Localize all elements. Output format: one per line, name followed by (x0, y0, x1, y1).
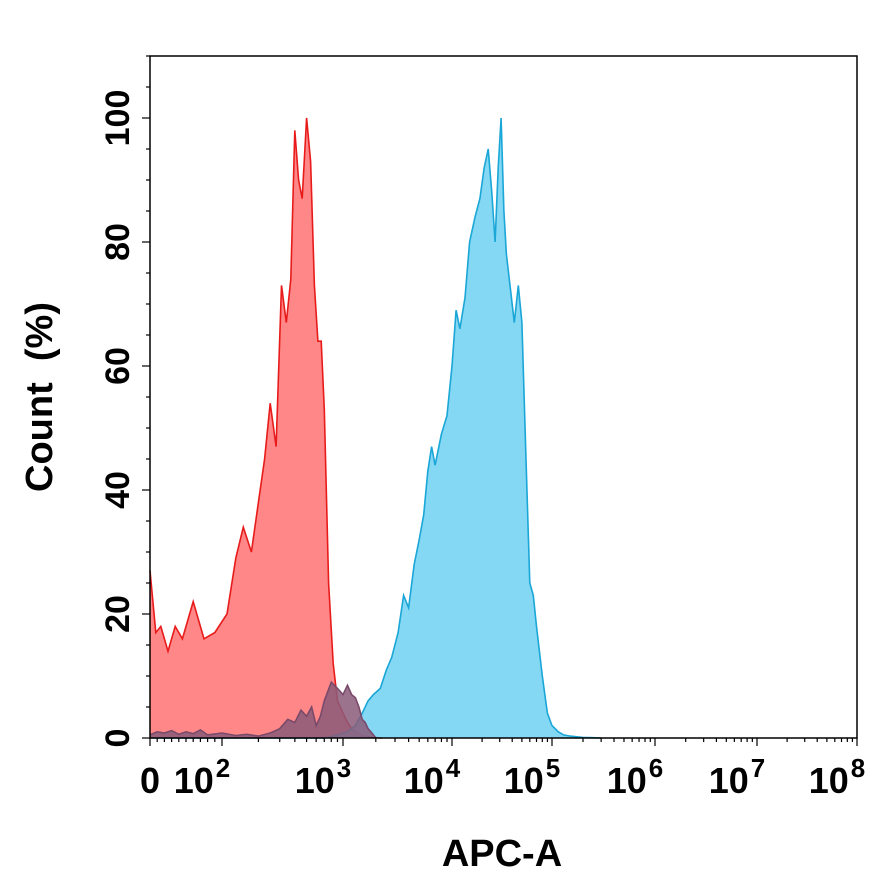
y-tick-label: 80 (99, 223, 137, 261)
y-tick-label: 40 (99, 471, 137, 509)
x-axis: 0 102 103 104 105 106 107 108 (140, 738, 865, 801)
series-2-line (150, 117, 602, 739)
x-tick-label: 102 (174, 753, 231, 801)
series-3-area (150, 682, 376, 738)
x-axis-title: APC-A (442, 833, 562, 875)
y-tick-label: 20 (99, 595, 137, 633)
series-3-line (149, 680, 377, 739)
y-tick-label: 60 (99, 347, 137, 385)
x-tick-label: 108 (809, 753, 866, 801)
y-axis: 0 20 40 60 80 100 (99, 55, 150, 748)
y-axis-title: Count (%) (19, 302, 61, 492)
series-layer (149, 117, 602, 739)
series-1-area (150, 118, 383, 738)
y-tick-label: 100 (99, 90, 137, 147)
x-tick-label: 104 (404, 753, 461, 801)
x-tick-label: 0 (140, 760, 160, 801)
x-tick-label: 103 (295, 753, 352, 801)
y-tick-label: 0 (99, 729, 137, 748)
series-2-area (150, 118, 602, 738)
x-tick-label: 106 (607, 753, 664, 801)
x-tick-label: 107 (709, 753, 766, 801)
x-tick-label: 105 (504, 753, 561, 801)
